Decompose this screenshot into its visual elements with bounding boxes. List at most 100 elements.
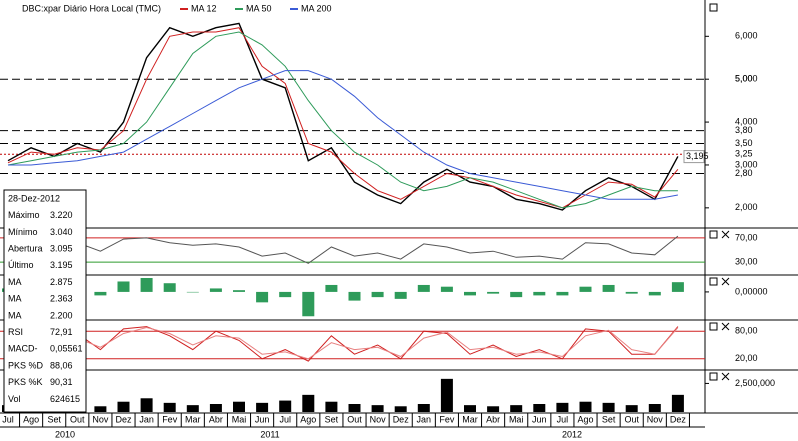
info-value: 3.095 [50, 243, 73, 253]
bar [602, 284, 615, 292]
info-box-frame [3, 189, 87, 413]
level-label: 3,25 [735, 149, 753, 159]
x-tick-label: Out [624, 414, 639, 424]
bar [371, 291, 384, 298]
info-key: Mínimo [8, 227, 38, 237]
info-key: PKS %K [8, 377, 43, 387]
x-tick-label: Fev [439, 414, 455, 424]
bar [579, 286, 592, 292]
level-label: 3,50 [735, 138, 753, 148]
level-label: 80,00 [735, 326, 758, 336]
bar [371, 405, 384, 412]
bar [348, 291, 361, 301]
info-value: 0,05561 [50, 344, 83, 354]
x-tick-label: Dez [115, 414, 132, 424]
bar [163, 283, 176, 292]
bar [417, 404, 430, 412]
info-key: MA [8, 294, 22, 304]
bar [233, 290, 245, 292]
bar [556, 291, 569, 296]
bar [625, 405, 638, 412]
bar [464, 405, 476, 412]
x-tick-label: Jan [417, 414, 432, 424]
level-label: 70,00 [735, 232, 758, 242]
info-key: MA [8, 310, 22, 320]
last-box [683, 150, 705, 164]
info-key: 28-Dez-2012 [8, 193, 60, 203]
bar [186, 405, 199, 412]
info-key: Último [8, 260, 34, 270]
info-value: 624615 [50, 394, 80, 404]
series-line [8, 70, 678, 200]
bar [256, 291, 269, 303]
level-label: 2,80 [735, 168, 753, 178]
bar [394, 406, 407, 412]
info-key: RSI [8, 327, 23, 337]
chart-title: DBC:xpar Diário Hora Local (TMC) [22, 3, 161, 13]
level-label: 3,80 [735, 125, 753, 135]
info-value: 3.220 [50, 210, 73, 220]
info-value: 3.040 [50, 227, 73, 237]
y-tick-label: 0,00000 [735, 286, 768, 296]
x-tick-label: Nov [92, 414, 109, 424]
info-box: 28-Dez-2012 Máximo 3.220 Mínimo 3.040 Abertur… [3, 189, 87, 413]
bar [325, 284, 338, 292]
panel-buttons[interactable] [709, 3, 730, 381]
info-value: 2.363 [50, 294, 73, 304]
series-line [7, 326, 679, 362]
bar [510, 291, 523, 298]
bar [417, 284, 430, 292]
x-tick-label: Dez [393, 414, 410, 424]
x-tick-label: Ago [300, 414, 316, 424]
bar [602, 402, 615, 412]
bar [186, 291, 199, 293]
info-value: 2.875 [50, 277, 73, 287]
x-tick-label: Set [47, 414, 61, 424]
level-label: 30,00 [735, 256, 758, 266]
info-key: PKS %D [8, 360, 44, 370]
bar [209, 404, 222, 412]
legend-label: MA 12 [191, 3, 217, 13]
y-tick-label: 5,000 [735, 74, 758, 84]
bar [464, 291, 476, 296]
panel-frames [0, 227, 798, 371]
x-tick-label: Ago [577, 414, 593, 424]
bar [556, 402, 569, 412]
bar [510, 405, 523, 412]
year-label: 2012 [562, 429, 582, 439]
x-tick-label: Set [602, 414, 616, 424]
info-value: 90,31 [50, 377, 73, 387]
x-tick-label: Out [347, 414, 362, 424]
x-tick-label: Ago [23, 414, 39, 424]
bar [440, 378, 453, 412]
legend-label: MA 50 [246, 3, 272, 13]
level-label: 20,00 [735, 353, 758, 363]
info-value: 3.195 [50, 260, 73, 270]
bar [533, 291, 546, 296]
y-tick-label: 2,500,000 [735, 378, 775, 388]
legend-label: MA 200 [301, 3, 332, 13]
year-label: 2011 [260, 429, 279, 439]
x-tick-label: Mai [509, 414, 524, 424]
x-tick-label: Fev [162, 414, 178, 424]
bar [256, 402, 269, 412]
info-value: 88,06 [50, 360, 73, 370]
series-line [7, 326, 679, 360]
x-tick-label: Jul [557, 414, 569, 424]
bar [487, 406, 500, 412]
x-tick-label: Abr [486, 414, 500, 424]
bar [140, 398, 153, 412]
y-tick-label: 4,000 [735, 116, 758, 126]
info-value: 2.200 [50, 310, 73, 320]
bar [140, 278, 153, 292]
series-line [7, 27, 679, 209]
info-key: Máximo [8, 210, 40, 220]
y-tick-label: 6,000 [735, 31, 758, 41]
info-key: Vol [8, 394, 21, 404]
bar [233, 401, 245, 412]
series-line [7, 235, 679, 264]
last-label: 3,195 [686, 151, 709, 161]
bar [671, 282, 684, 292]
